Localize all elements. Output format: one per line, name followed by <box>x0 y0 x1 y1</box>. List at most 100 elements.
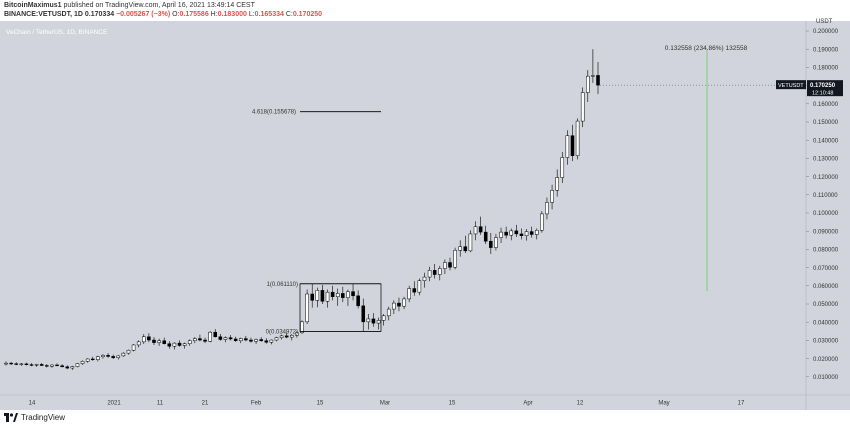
candle-down <box>361 305 366 323</box>
candle-down <box>310 293 314 301</box>
y-tick-label: 0.010000 <box>813 375 839 381</box>
candle-down <box>198 338 202 341</box>
candle-down <box>106 355 110 357</box>
fib-0-label: 0(0.034972) <box>266 329 298 335</box>
candle-up <box>315 290 320 301</box>
y-tick-label: 0.160000 <box>813 102 839 108</box>
y-axis-unit: USDT <box>816 19 833 25</box>
candle-down <box>14 363 18 365</box>
candle-down <box>60 365 64 368</box>
candle-up <box>131 344 136 351</box>
candle-down <box>218 336 223 340</box>
candle-up <box>392 302 396 310</box>
y-tick-label: 0.120000 <box>813 175 839 181</box>
candle-up <box>80 361 85 364</box>
x-tick-label: 14 <box>29 401 36 407</box>
candle-up <box>274 337 279 341</box>
candle-up <box>85 358 90 362</box>
y-tick-label: 0.140000 <box>813 138 839 144</box>
publish-info: published on TradingView.com, April 16, … <box>63 2 255 9</box>
candle-up <box>157 340 161 343</box>
author-name[interactable]: BitcoinMaximus1 <box>4 2 62 9</box>
candle-up <box>300 321 304 334</box>
candle-up <box>223 337 228 340</box>
candle-up <box>443 262 447 269</box>
candle-up <box>591 75 595 77</box>
candle-down <box>24 363 29 365</box>
candle-up <box>50 364 54 367</box>
symbol-ohlc-line: BINANCE:VETUSDT, 1D 0.170334 −0.005267 (… <box>4 11 323 18</box>
candle-down <box>249 339 253 342</box>
candle-down <box>448 262 452 268</box>
candle-down <box>570 135 575 156</box>
candle-down <box>284 335 289 338</box>
candle-up <box>509 230 514 236</box>
candle-up <box>70 366 75 369</box>
candle-up <box>580 92 585 122</box>
current-symbol-badge <box>776 80 806 90</box>
candle-up <box>540 213 544 231</box>
candle-down <box>519 233 524 237</box>
time-axis <box>0 395 850 410</box>
candle-down <box>147 336 151 341</box>
candle-down <box>432 270 437 275</box>
candle-up <box>295 332 299 336</box>
tradingview-logo[interactable]: TradingView <box>4 413 65 422</box>
x-tick-label: 2021 <box>107 401 121 407</box>
candle-up <box>34 364 39 366</box>
candle-up <box>182 343 187 346</box>
candle-up <box>325 291 330 302</box>
y-tick-label: 0.080000 <box>813 248 839 254</box>
candle-down <box>177 342 182 346</box>
y-tick-label: 0.060000 <box>813 284 839 290</box>
candle-up <box>279 335 284 338</box>
candle-up <box>335 293 340 297</box>
candle-down <box>264 340 269 343</box>
candle-up <box>473 226 478 235</box>
high-value: 0.183000 <box>217 11 247 18</box>
candle-up <box>96 356 100 360</box>
y-tick-label: 0.020000 <box>813 357 839 363</box>
candle-down <box>483 231 488 242</box>
candle-up <box>172 342 177 347</box>
x-tick-label: 12 <box>577 401 584 407</box>
candle-down <box>55 364 59 367</box>
candle-up <box>101 355 105 358</box>
candle-up <box>238 338 243 342</box>
candle-down <box>65 366 70 369</box>
candle-up <box>499 231 503 238</box>
plot-area <box>0 21 806 395</box>
candle-down <box>111 356 115 358</box>
candle-down <box>167 343 172 347</box>
candle-up <box>19 363 24 365</box>
candle-down <box>478 226 483 233</box>
candle-down <box>356 295 360 307</box>
candle-down <box>320 290 325 302</box>
candle-up <box>254 339 258 342</box>
candle-down <box>228 337 233 340</box>
candle-up <box>116 355 121 358</box>
x-tick-label: May <box>658 401 669 407</box>
candle-down <box>152 339 156 343</box>
y-tick-label: 0.150000 <box>813 120 839 126</box>
candle-down <box>596 75 600 86</box>
candle-down <box>259 339 263 342</box>
x-tick-label: 17 <box>738 401 745 407</box>
candle-down <box>9 362 13 365</box>
y-tick-label: 0.030000 <box>813 339 839 345</box>
y-tick-label: 0.200000 <box>813 29 839 35</box>
candle-up <box>453 250 457 268</box>
symbol-label: BINANCE:VETUSDT, 1D <box>4 11 83 18</box>
candle-up <box>381 315 386 321</box>
candle-up <box>126 349 131 354</box>
candle-up <box>468 233 473 252</box>
candle-down <box>341 293 345 298</box>
candle-down <box>504 231 508 236</box>
fib-4618-label: 4.618(0.155678) <box>252 110 296 116</box>
candle-up <box>193 338 197 342</box>
y-tick-label: 0.130000 <box>813 157 839 163</box>
y-tick-label: 0.100000 <box>813 211 839 217</box>
low-value: 0.165334 <box>254 11 284 18</box>
candle-up <box>565 135 570 158</box>
